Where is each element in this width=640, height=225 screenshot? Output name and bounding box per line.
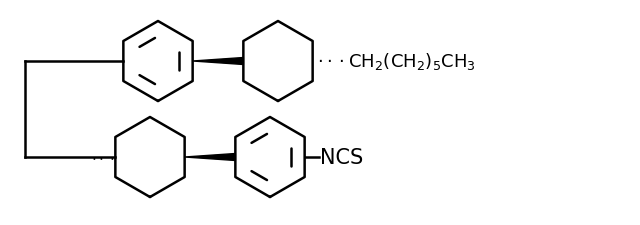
Text: NCS: NCS — [319, 147, 363, 167]
Text: $\cdot\cdot\cdot$: $\cdot\cdot\cdot$ — [90, 150, 115, 165]
Polygon shape — [185, 154, 236, 161]
Polygon shape — [193, 58, 243, 65]
Text: $\cdot\cdot\cdot$CH$_2$(CH$_2$)$_5$CH$_3$: $\cdot\cdot\cdot$CH$_2$(CH$_2$)$_5$CH$_3… — [317, 51, 476, 72]
